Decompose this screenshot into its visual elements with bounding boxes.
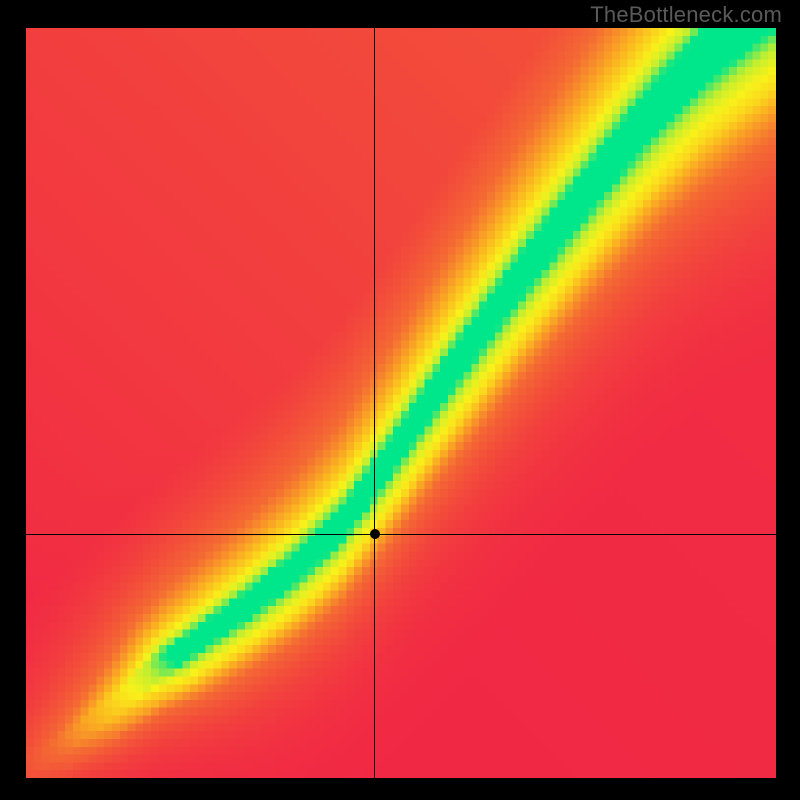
crosshair-marker-dot <box>370 529 380 539</box>
crosshair-horizontal <box>26 534 776 535</box>
heatmap-plot <box>26 28 776 778</box>
crosshair-vertical <box>374 28 375 778</box>
heatmap-canvas <box>26 28 776 778</box>
watermark-text: TheBottleneck.com <box>590 2 782 28</box>
